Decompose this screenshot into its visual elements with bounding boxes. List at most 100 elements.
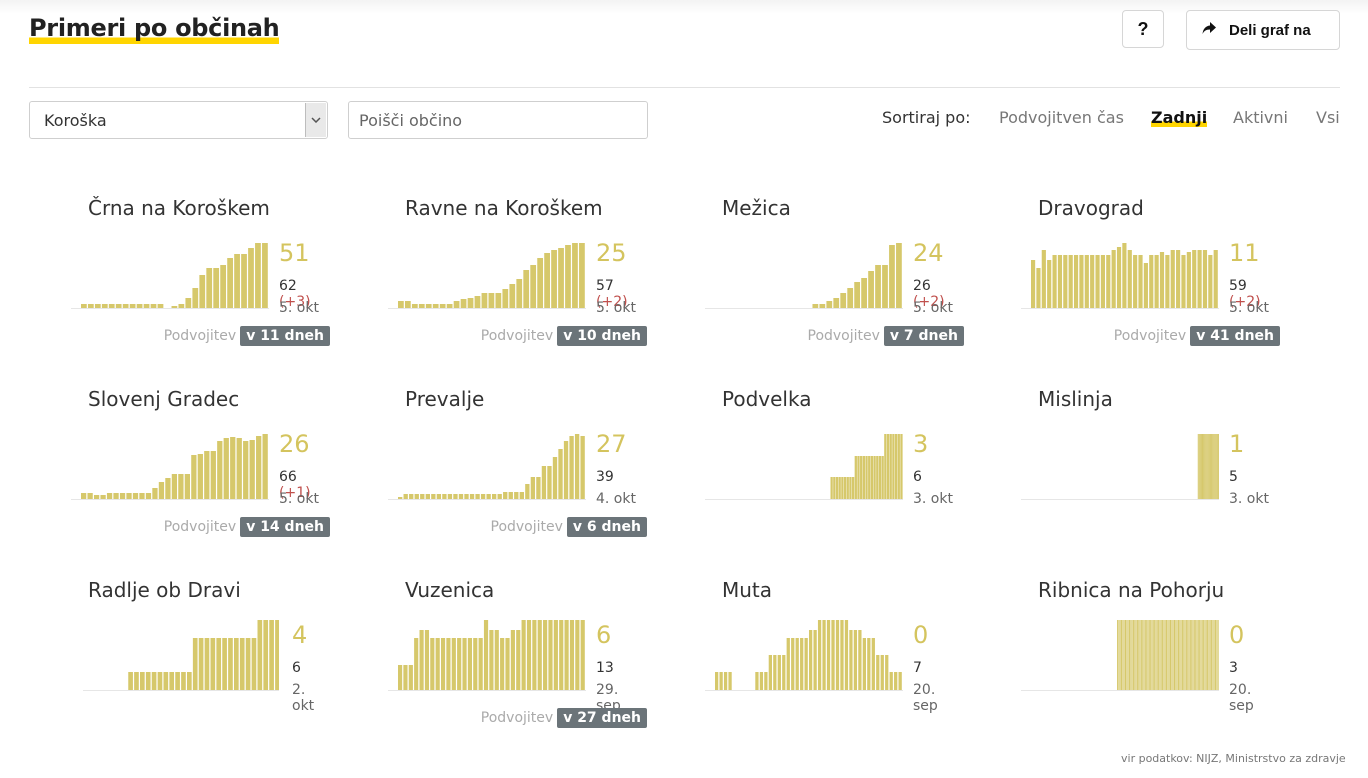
trend-bar-chart — [388, 620, 586, 691]
chart-bar — [862, 638, 866, 690]
chart-bar — [115, 304, 122, 308]
chart-bar — [256, 436, 262, 499]
municipality-card[interactable]: Črna na Koroškem 51 62 (+3) 5. okt Podvojite… — [29, 196, 330, 366]
municipality-card[interactable]: Podvelka 3 6 3. okt — [663, 387, 963, 557]
sort-option-all[interactable]: Vsi — [1316, 108, 1340, 127]
chart-bar — [206, 268, 213, 308]
chart-bar — [880, 655, 884, 690]
municipality-card[interactable]: Mežica 24 26 (+2) 5. okt Podvojitev v 7 dneh — [663, 196, 964, 366]
doubling-badge: v 11 dneh — [240, 326, 330, 346]
doubling-label: Podvojitev — [480, 710, 554, 726]
chart-bar — [500, 638, 505, 690]
municipality-card[interactable]: Ravne na Koroškem 25 57 (+2) 5. okt Podvojit… — [346, 196, 647, 366]
municipality-card[interactable]: Muta 0 7 20. sep — [663, 578, 963, 748]
chart-bar — [840, 293, 847, 308]
chart-bar — [245, 638, 251, 690]
chart-bar — [1148, 620, 1150, 690]
chart-bar — [1181, 620, 1183, 690]
chart-bar — [862, 456, 865, 499]
chart-bar — [1176, 620, 1178, 690]
search-input[interactable] — [348, 101, 648, 139]
share-button[interactable]: Deli graf na — [1186, 10, 1340, 50]
doubling-label: Podvojitev — [1113, 328, 1187, 344]
last-case-date: 5. okt — [596, 300, 636, 316]
chart-bar — [469, 494, 475, 499]
chart-bar — [435, 638, 440, 690]
municipality-card[interactable]: Vuzenica 6 13 29. sep Podvojitev v 27 dneh — [346, 578, 647, 748]
chart-bar — [430, 638, 435, 690]
region-select[interactable]: Koroška — [29, 101, 328, 139]
chart-bar — [255, 243, 261, 308]
page-title: Primeri po občinah — [29, 14, 280, 44]
municipality-card[interactable]: Radlje ob Dravi 4 6 2. okt — [29, 578, 329, 748]
sort-option-latest[interactable]: Zadnji — [1151, 108, 1208, 127]
municipality-card[interactable]: Mislinja 1 5 3. okt — [979, 387, 1279, 557]
chart-bar — [1143, 263, 1148, 308]
trend-bar-chart — [705, 620, 903, 691]
chart-bar — [1171, 620, 1173, 690]
chart-bar — [831, 620, 835, 690]
chart-bar — [1216, 434, 1218, 499]
help-button[interactable]: ? — [1122, 10, 1164, 48]
chart-bar — [398, 665, 403, 690]
municipality-card[interactable]: Dravograd 11 59 (+2) 5. okt Podvojitev v 41 d… — [979, 196, 1280, 366]
chart-bar — [483, 620, 489, 690]
chart-bar — [849, 477, 852, 499]
chart-bar — [525, 484, 530, 499]
chart-bar — [719, 672, 723, 690]
chart-bar — [1155, 620, 1157, 690]
doubling-time: Podvojitev v 14 dneh — [164, 516, 330, 538]
chart-bar — [1095, 255, 1100, 308]
chart-bar — [1173, 620, 1175, 690]
chart-bar — [464, 494, 469, 499]
chart-bar — [403, 665, 408, 690]
chart-bar — [553, 620, 558, 690]
chart-bar — [134, 672, 139, 690]
chart-bar — [1068, 255, 1073, 308]
chart-bar — [840, 620, 844, 690]
chart-bar — [1200, 620, 1202, 690]
chart-bar — [853, 630, 858, 690]
chart-bar — [191, 455, 197, 499]
chart-bar — [140, 672, 145, 690]
chart-bar — [113, 493, 119, 499]
chart-bar — [876, 655, 880, 690]
sort-option-active[interactable]: Aktivni — [1233, 108, 1288, 127]
chart-bar — [436, 494, 442, 499]
chart-bar — [889, 245, 895, 308]
chart-bar — [192, 288, 199, 308]
chart-bar — [564, 620, 569, 690]
chart-bar — [1187, 620, 1189, 690]
active-cases-value: 11 — [1229, 239, 1260, 267]
municipality-card[interactable]: Prevalje 27 39 4. okt Podvojitev v 6 dneh — [346, 387, 647, 557]
chart-bar — [475, 494, 480, 499]
chart-bar — [1136, 620, 1138, 690]
chart-bar — [881, 456, 884, 499]
share-icon — [1201, 20, 1217, 40]
chart-bar — [1159, 252, 1165, 308]
municipality-card[interactable]: Ribnica na Pohorju 0 3 20. sep — [979, 578, 1279, 748]
chart-bar — [861, 278, 867, 308]
chevron-down-icon[interactable] — [305, 103, 326, 137]
chart-bar — [1134, 620, 1136, 690]
chart-bar — [795, 638, 799, 690]
chart-bar — [565, 245, 571, 308]
municipality-name: Radlje ob Dravi — [88, 578, 241, 602]
chart-bar — [547, 466, 552, 499]
chart-bar — [833, 477, 836, 499]
chart-bar — [878, 456, 882, 499]
chart-bar — [425, 304, 432, 308]
last-case-date: 5. okt — [279, 300, 319, 316]
total-cases: 39 — [596, 469, 614, 485]
chart-bar — [178, 304, 185, 308]
chart-bar — [1192, 620, 1194, 690]
chart-bar — [424, 630, 430, 690]
chart-bar — [87, 304, 94, 308]
active-cases-value: 1 — [1229, 430, 1245, 458]
chart-bar — [777, 655, 781, 690]
chart-bar — [580, 620, 585, 690]
sort-option-doubling-time[interactable]: Podvojitven čas — [999, 108, 1124, 127]
municipality-card[interactable]: Slovenj Gradec 26 66 (+1) 5. okt Podvojitev v… — [29, 387, 330, 557]
chart-bar — [1216, 620, 1218, 690]
chart-bar — [419, 630, 424, 690]
